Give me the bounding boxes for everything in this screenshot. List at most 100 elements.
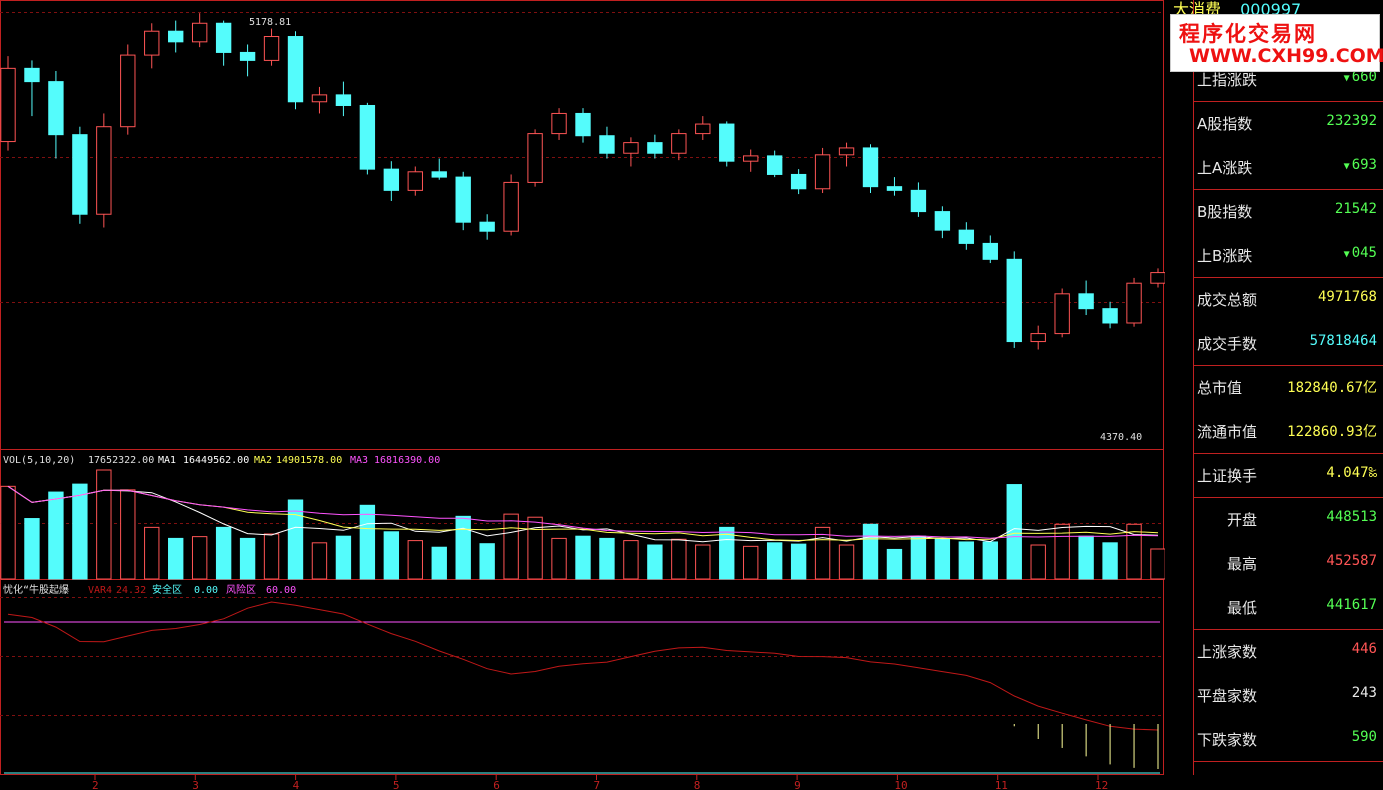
volume-bar <box>48 491 64 580</box>
x-tick-label: 4 <box>293 779 300 790</box>
candle-up <box>263 36 280 61</box>
quote-row: A股指数 232392 <box>1193 101 1381 145</box>
candle-down <box>862 147 879 188</box>
quote-row-value-text: 57818464 <box>1309 333 1377 349</box>
candle-down <box>719 123 735 162</box>
quote-row: 上涨家数 446 <box>1193 629 1381 673</box>
candle-down <box>647 142 663 154</box>
candle-up <box>527 133 543 183</box>
quote-row-value: 448513 <box>1326 509 1377 525</box>
candle-up <box>551 112 567 135</box>
quote-row-divider <box>1193 277 1383 278</box>
quote-row: 最低 441617 <box>1193 585 1381 629</box>
volume-bar <box>455 515 471 580</box>
indicator-safe-value: 0.00 <box>194 585 218 596</box>
volume-bar <box>24 518 40 580</box>
indicator-var-value: 24.32 <box>116 585 146 596</box>
candle-down <box>766 155 783 175</box>
candle-up <box>623 142 639 154</box>
quote-row-value-text: 448513 <box>1326 509 1377 525</box>
indicator-safe-label: 安全区 <box>152 583 182 596</box>
quote-row-label: 开盘 <box>1227 511 1258 529</box>
quote-row-value-text: 045 <box>1351 245 1377 261</box>
quote-row-value-text: 4.047‰ <box>1326 465 1377 481</box>
volume-ma2-label: MA2 <box>254 455 272 466</box>
x-tick-label: 10 <box>894 779 907 790</box>
quote-row-value: 122860.93亿 <box>1287 421 1377 441</box>
volume-bar <box>144 526 160 580</box>
volume-bar <box>982 541 998 580</box>
candle-down <box>934 211 951 231</box>
volume-bar <box>695 544 711 580</box>
volume-bar <box>623 540 639 580</box>
quote-row: 上A涨跌 ▼ 693 <box>1193 145 1381 189</box>
quote-row-value-text: 452587 <box>1326 553 1377 569</box>
candle-up <box>1126 282 1142 324</box>
volume-bar <box>215 526 232 580</box>
quote-row-value-text: 4971768 <box>1317 289 1377 305</box>
quote-row-label: 平盘家数 <box>1197 687 1258 705</box>
candle-down <box>359 104 376 170</box>
quote-row-value-text: 243 <box>1351 685 1377 701</box>
quote-row-divider <box>1193 365 1383 366</box>
candle-down <box>48 81 64 136</box>
quote-row: 上证换手 4.047‰ <box>1193 453 1381 497</box>
quote-row-value: 446 <box>1352 641 1377 657</box>
quote-row-value: 590 <box>1352 729 1377 745</box>
candle-up <box>1030 333 1046 343</box>
candle-up <box>743 155 759 162</box>
indicator-risk-value: 60.00 <box>266 585 296 596</box>
volume-bar <box>503 513 519 580</box>
quote-row-value: 21542 <box>1335 201 1377 217</box>
panel-divider <box>1193 0 1194 775</box>
quote-row: 最高 452587 <box>1193 541 1381 585</box>
candle-down <box>886 186 903 191</box>
candle-up <box>1054 293 1070 335</box>
indicator-title: 忧化“牛股起爆 <box>3 583 69 596</box>
volume-bar <box>0 485 16 580</box>
indicator-risk-label: 风险区 <box>226 583 256 596</box>
volume-bar <box>958 541 975 580</box>
quote-row: 成交总额 4971768 <box>1193 277 1381 321</box>
quote-row-value-text: 590 <box>1351 729 1377 745</box>
candle-up <box>120 54 136 128</box>
quote-row-value-text: 122860.93亿 <box>1287 424 1377 440</box>
volume-bar <box>647 544 663 580</box>
price-candles <box>0 13 1165 350</box>
volume-bar <box>1102 542 1118 580</box>
quote-row-value: 4971768 <box>1318 289 1377 305</box>
x-axis: 2 3 4 5 6 7 8 9 10 11 12 <box>92 775 1108 790</box>
quote-row-label: 成交手数 <box>1197 335 1258 353</box>
quote-row-divider <box>1193 101 1383 102</box>
candle-up <box>838 147 855 156</box>
candle-down <box>287 36 304 103</box>
quote-row-value: 182840.67亿 <box>1287 377 1377 397</box>
indicator-var-label: VAR4 <box>88 585 112 596</box>
volume-bar <box>1054 523 1070 580</box>
volume-bar <box>263 533 280 580</box>
quote-row-value-text: 182840.67亿 <box>1287 380 1377 396</box>
volume-bar <box>191 536 208 580</box>
volume-bar <box>671 538 687 580</box>
candle-down <box>479 221 495 232</box>
candle-down <box>168 30 184 43</box>
quote-row-label: 上指涨跌 <box>1197 71 1258 89</box>
quote-row-label: 上B涨跌 <box>1197 247 1253 265</box>
quote-row-label: 上A涨跌 <box>1197 159 1253 177</box>
market-chart[interactable]: 2 3 4 5 6 7 8 9 10 11 12 5178.81 4370.40 VOL(5,10,… <box>0 0 1165 790</box>
candle-down <box>790 173 807 190</box>
volume-bar <box>575 535 591 580</box>
quote-row-value: 232392 <box>1326 113 1377 129</box>
volume-bar <box>407 540 423 580</box>
candle-up <box>671 133 687 154</box>
candle-up <box>144 30 160 56</box>
volume-bar <box>1078 535 1094 580</box>
volume-bar <box>1006 484 1022 580</box>
candle-down <box>910 189 927 213</box>
candle-down <box>383 168 400 191</box>
quote-row: 上指涨跌 ▼ 660 <box>1193 57 1381 101</box>
candle-up <box>311 94 328 103</box>
volume-ma3-value: 16816390.00 <box>374 455 440 466</box>
quote-row-label: 上证换手 <box>1197 467 1258 485</box>
volume-bar <box>862 523 879 580</box>
